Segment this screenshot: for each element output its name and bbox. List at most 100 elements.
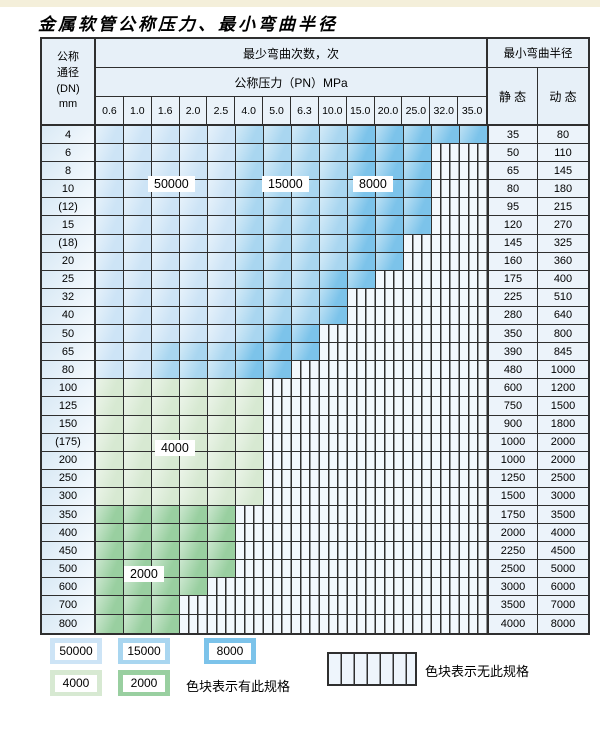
spec-cell (320, 180, 348, 198)
static-radius-cell: 160 (488, 252, 538, 270)
dynamic-radius-cell: 1000 (538, 361, 588, 379)
no-spec-cell (348, 415, 376, 433)
spec-cell (96, 379, 124, 397)
spec-cell (124, 397, 152, 415)
static-radius-cell: 4000 (488, 614, 538, 633)
no-spec-cell (460, 343, 488, 361)
table-row: (12) 95 215 (42, 198, 588, 217)
no-spec-cell (376, 487, 404, 505)
spec-cell (320, 288, 348, 306)
no-spec-cell (348, 505, 376, 524)
no-spec-cell (320, 542, 348, 560)
spec-cell (236, 162, 264, 180)
radius-header: 最小弯曲半径 (488, 39, 588, 68)
spec-cell (208, 469, 236, 487)
spec-cell (376, 144, 404, 162)
spec-cell (180, 578, 208, 596)
table-row: (175) 1000 2000 (42, 433, 588, 452)
no-spec-cell (320, 379, 348, 397)
no-spec-cell (180, 596, 208, 614)
no-spec-cell (432, 578, 460, 596)
table-row: 6 50 110 (42, 144, 588, 163)
spec-cell (236, 379, 264, 397)
no-spec-cell (348, 596, 376, 614)
spec-cell (96, 596, 124, 614)
spec-cell (208, 560, 236, 578)
no-spec-cell (236, 596, 264, 614)
no-spec-cell (208, 596, 236, 614)
no-spec-cell (404, 469, 432, 487)
spec-cell (348, 270, 376, 288)
static-radius-cell: 1250 (488, 469, 538, 487)
spec-cell (348, 198, 376, 216)
no-spec-cell (404, 306, 432, 325)
spec-cell (152, 126, 180, 144)
static-radius-cell: 80 (488, 180, 538, 198)
spec-cell (96, 180, 124, 198)
dn-cell: (12) (42, 198, 96, 216)
spec-cell (96, 361, 124, 379)
no-spec-cell (404, 596, 432, 614)
static-radius-cell: 65 (488, 162, 538, 180)
spec-cell (96, 451, 124, 469)
no-spec-cell (320, 415, 348, 433)
spec-cell (376, 162, 404, 180)
no-spec-cell (264, 379, 292, 397)
spec-cell (208, 505, 236, 524)
static-radius-cell: 280 (488, 306, 538, 325)
zone-label-4000: 4000 (155, 440, 195, 456)
pressure-header-cell: 1.6 (152, 97, 180, 124)
no-spec-cell (376, 415, 404, 433)
no-spec-cell (208, 614, 236, 633)
pressure-header-cell: 1.0 (124, 97, 152, 124)
spec-cell (236, 306, 264, 325)
spec-cell (404, 216, 432, 234)
static-radius-cell: 2500 (488, 560, 538, 578)
no-spec-cell (376, 397, 404, 415)
spec-cell (96, 614, 124, 633)
table-row: 40 280 640 (42, 306, 588, 326)
spec-cell (180, 216, 208, 234)
spec-cell (124, 306, 152, 325)
static-radius-cell: 175 (488, 270, 538, 288)
spec-cell (208, 180, 236, 198)
no-spec-cell (264, 433, 292, 451)
no-spec-cell (348, 542, 376, 560)
no-spec-cell (320, 505, 348, 524)
no-spec-cell (376, 325, 404, 343)
corner-line3: (DN) (56, 82, 80, 95)
page-top-strip (0, 0, 600, 7)
spec-cell (152, 505, 180, 524)
spec-cell (208, 361, 236, 379)
spec-cell (236, 216, 264, 234)
no-spec-cell (264, 487, 292, 505)
no-spec-cell (432, 180, 460, 198)
static-radius-cell: 3500 (488, 596, 538, 614)
no-spec-cell (348, 451, 376, 469)
dynamic-radius-cell: 80 (538, 126, 588, 144)
static-radius-cell: 350 (488, 325, 538, 343)
legend-swatch-label: 4000 (55, 674, 97, 692)
no-spec-cell (264, 469, 292, 487)
dn-cell: 700 (42, 596, 96, 614)
dynamic-radius-cell: 640 (538, 306, 588, 325)
spec-cell (124, 379, 152, 397)
spec-cell (208, 144, 236, 162)
table-row: 150 900 1800 (42, 415, 588, 434)
dn-cell: 80 (42, 361, 96, 379)
spec-cell (96, 542, 124, 560)
no-spec-cell (236, 542, 264, 560)
spec-cell (404, 162, 432, 180)
no-spec-cell (376, 560, 404, 578)
dn-cell: (18) (42, 234, 96, 252)
no-spec-cell (320, 433, 348, 451)
spec-cell (264, 198, 292, 216)
no-spec-cell (432, 505, 460, 524)
spec-cell (208, 542, 236, 560)
table-row: 100 600 1200 (42, 379, 588, 398)
spec-cell (96, 288, 124, 306)
no-spec-cell (404, 560, 432, 578)
spec-cell (180, 270, 208, 288)
spec-cell (180, 542, 208, 560)
spec-cell (320, 216, 348, 234)
